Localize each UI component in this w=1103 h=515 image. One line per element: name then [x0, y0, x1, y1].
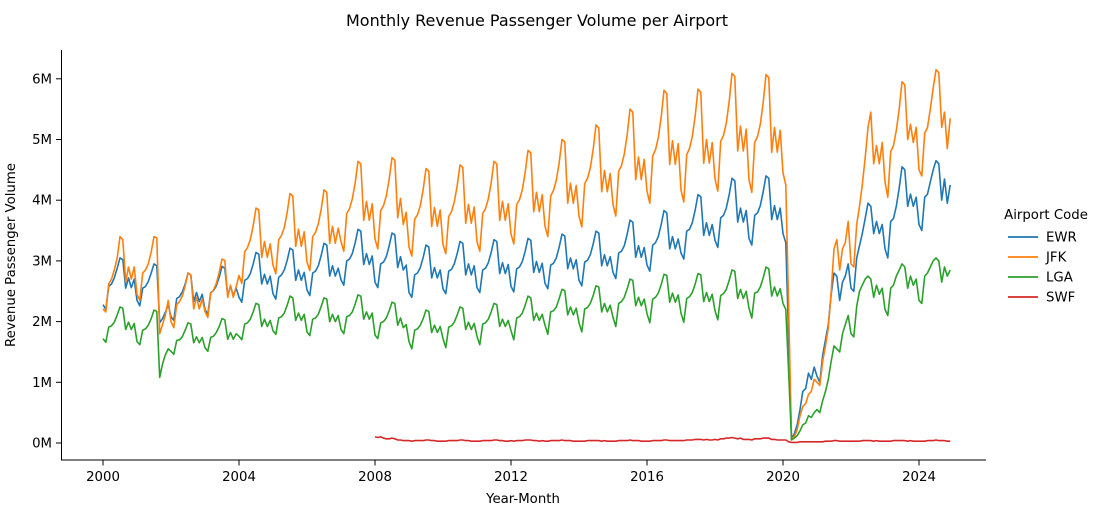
series-line-lga: [102, 257, 951, 441]
y-tick-labels: 0M 1M 2M 3M 4M 5M 6M: [32, 72, 52, 451]
axes-spines: [61, 50, 986, 461]
chart-title: Monthly Revenue Passenger Volume per Air…: [346, 11, 728, 30]
series-line-swf: [374, 436, 951, 444]
y-tick-label-1: 1M: [32, 376, 52, 391]
y-tick-label-3: 3M: [32, 254, 52, 269]
legend-label-ewr: EWR: [1046, 231, 1077, 246]
series-line-jfk: [102, 68, 951, 441]
x-tick-label-2004: 2004: [222, 470, 256, 485]
series-lines: [102, 68, 951, 444]
x-tick-label-2024: 2024: [902, 470, 936, 485]
y-axis-label: Revenue Passenger Volume: [4, 163, 19, 347]
y-tick-label-6: 6M: [32, 72, 52, 87]
x-tick-label-2016: 2016: [630, 470, 664, 485]
y-tick-label-5: 5M: [32, 133, 52, 148]
x-axis-label: Year-Month: [485, 492, 560, 507]
legend-label-lga: LGA: [1046, 271, 1073, 286]
legend-label-swf: SWF: [1046, 291, 1075, 306]
x-tick-labels: 2000 2004 2008 2012 2016 2020 2024: [86, 470, 936, 485]
x-tick-label-2000: 2000: [86, 470, 120, 485]
x-tick-label-2020: 2020: [766, 470, 800, 485]
x-tick-label-2012: 2012: [494, 470, 528, 485]
legend-title: Airport Code: [1004, 208, 1088, 223]
y-tick-label-0: 0M: [32, 437, 52, 452]
legend: Airport Code EWR JFK LGA SWF: [1004, 208, 1088, 306]
series-line-ewr: [102, 159, 951, 439]
x-tick-label-2008: 2008: [358, 470, 392, 485]
y-tick-label-2: 2M: [32, 315, 52, 330]
y-ticks: [56, 78, 62, 444]
y-tick-label-4: 4M: [32, 194, 52, 209]
legend-label-jfk: JFK: [1045, 251, 1067, 266]
x-ticks: [102, 460, 920, 466]
